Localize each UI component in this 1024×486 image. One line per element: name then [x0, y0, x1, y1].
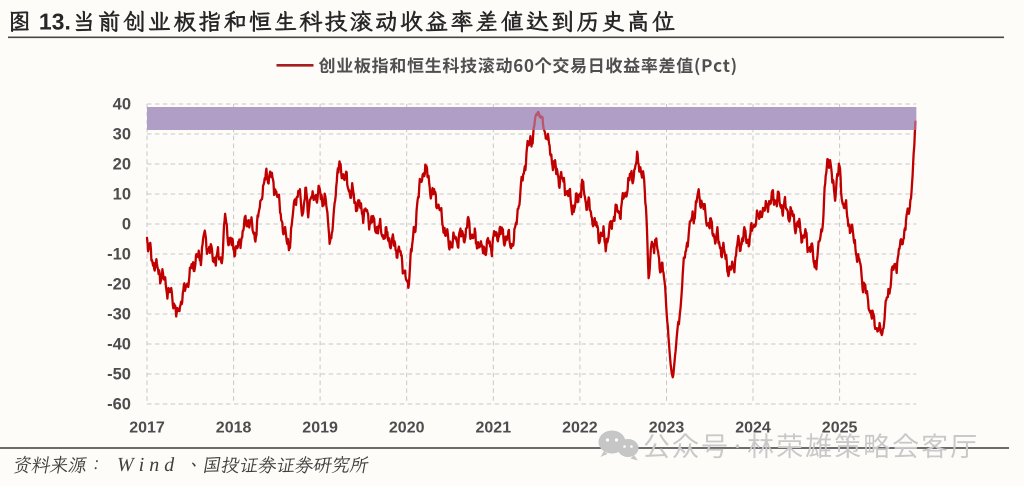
svg-text:-20: -20 — [107, 276, 131, 294]
svg-text:-50: -50 — [107, 366, 131, 384]
svg-text:2023: 2023 — [649, 420, 685, 437]
svg-text:30: 30 — [113, 126, 131, 144]
svg-text:2021: 2021 — [476, 420, 512, 437]
svg-text:20: 20 — [113, 156, 131, 174]
svg-text:-40: -40 — [107, 336, 131, 354]
svg-text:2017: 2017 — [129, 420, 165, 437]
svg-text:-10: -10 — [107, 246, 131, 264]
svg-text:0: 0 — [122, 216, 131, 234]
svg-text:-30: -30 — [107, 306, 131, 324]
svg-text:10: 10 — [113, 186, 131, 204]
svg-text:40: 40 — [113, 96, 131, 114]
svg-text:2022: 2022 — [562, 420, 598, 437]
svg-text:2020: 2020 — [389, 420, 425, 437]
svg-text:2019: 2019 — [302, 420, 338, 437]
svg-text:2025: 2025 — [822, 420, 858, 437]
svg-text:2024: 2024 — [735, 420, 771, 437]
svg-text:2018: 2018 — [216, 420, 252, 437]
svg-text:-60: -60 — [107, 396, 131, 414]
